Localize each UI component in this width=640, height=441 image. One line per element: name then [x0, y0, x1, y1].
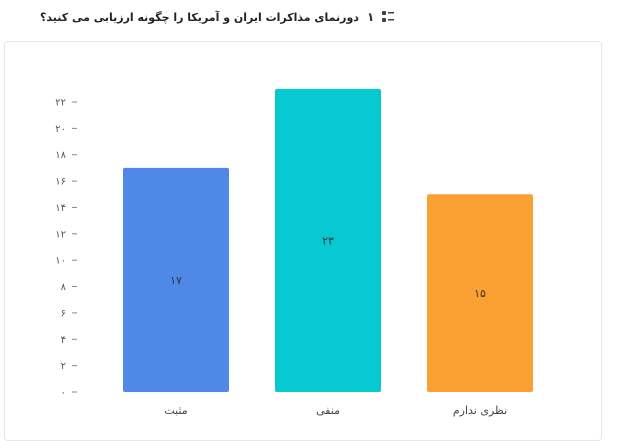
y-tick-label: ۲۰: [55, 124, 66, 135]
y-tick-label: ۲۲: [55, 98, 66, 109]
y-tick-label: ۴: [61, 335, 66, 346]
y-tick-label: ۱۲: [55, 229, 66, 240]
y-tick-label: ۱۸: [55, 150, 66, 161]
bar-value-label: ۱۷: [170, 274, 182, 287]
y-tick-label: ۰: [61, 388, 66, 399]
y-tick-label: ۶: [61, 308, 66, 319]
question-title: دورنمای مذاکرات ایران و آمریکا را چگونه …: [40, 10, 359, 24]
bar-positive[interactable]: [123, 167, 229, 392]
question-header: دورنمای مذاکرات ایران و آمریکا را چگونه …: [40, 6, 618, 28]
y-tick-label: ۸: [61, 282, 67, 293]
y-tick-label: ۱۴: [55, 203, 66, 214]
question-number: ۱: [366, 10, 375, 24]
x-category-label: نظری ندارم: [453, 404, 507, 417]
x-category-label: مثبت: [164, 404, 187, 417]
bar-chart: ۰ ۲ ۴ ۶ ۸ ۱۰ ۱۲ ۱۴ ۱۶ ۱۸ ۲۰ ۲۲ ۱۷ مثبت ۲۳ منفی ۱۵ نظری ن…: [55, 88, 533, 417]
bar-no_opinion[interactable]: [427, 194, 533, 392]
bar-negative[interactable]: [275, 88, 381, 393]
x-category-label: منفی: [316, 404, 340, 417]
y-tick-label: ۲: [61, 361, 66, 372]
bar-value-label: ۱۵: [474, 287, 486, 300]
y-tick-label: ۱۰: [55, 256, 66, 267]
y-tick-label: ۱۶: [55, 177, 66, 188]
list-order-icon: [382, 11, 395, 22]
bar-value-label: ۲۳: [322, 234, 334, 247]
